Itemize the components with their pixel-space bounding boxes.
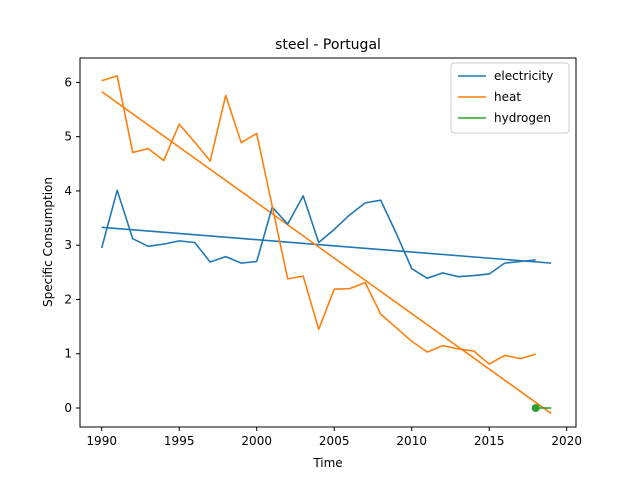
y-axis-label: Specific Consumption (41, 177, 55, 307)
x-tick-label: 1990 (86, 434, 117, 448)
x-tick-label: 2010 (396, 434, 427, 448)
y-axis: 0 1 2 3 4 5 6 (64, 75, 80, 415)
x-axis-label: Time (312, 456, 342, 470)
y-tick-label: 5 (64, 130, 72, 144)
hydrogen-point (531, 404, 540, 413)
trend-lines (101, 90, 552, 415)
x-axis: 1990 1995 2000 2005 2010 2015 2020 (86, 427, 582, 448)
x-tick-label: 2015 (474, 434, 505, 448)
y-tick-label: 6 (64, 75, 72, 89)
electricity-series-line (100, 189, 536, 280)
y-tick-label: 4 (64, 184, 72, 198)
legend-label-electricity: electricity (494, 69, 553, 83)
x-tick-label: 1995 (164, 434, 195, 448)
legend-label-hydrogen: hydrogen (494, 111, 551, 125)
plot-frame (79, 57, 577, 428)
electricity-trend-line (101, 226, 552, 264)
y-tick-label: 3 (64, 238, 72, 252)
x-tick-label: 2020 (551, 434, 582, 448)
chart-title: steel - Portugal (275, 37, 381, 53)
x-tick-label: 2005 (319, 434, 350, 448)
y-tick-label: 0 (64, 401, 72, 415)
series-lines (100, 75, 540, 413)
y-tick-label: 2 (64, 292, 72, 306)
heat-trend-line (101, 90, 552, 415)
legend-box (450, 62, 570, 134)
plot-area (100, 75, 552, 415)
legend: electricity heat hydrogen (450, 62, 570, 134)
legend-label-heat: heat (494, 90, 521, 104)
x-tick-label: 2000 (241, 434, 272, 448)
heat-series-line (101, 75, 536, 365)
y-tick-label: 1 (64, 347, 72, 361)
